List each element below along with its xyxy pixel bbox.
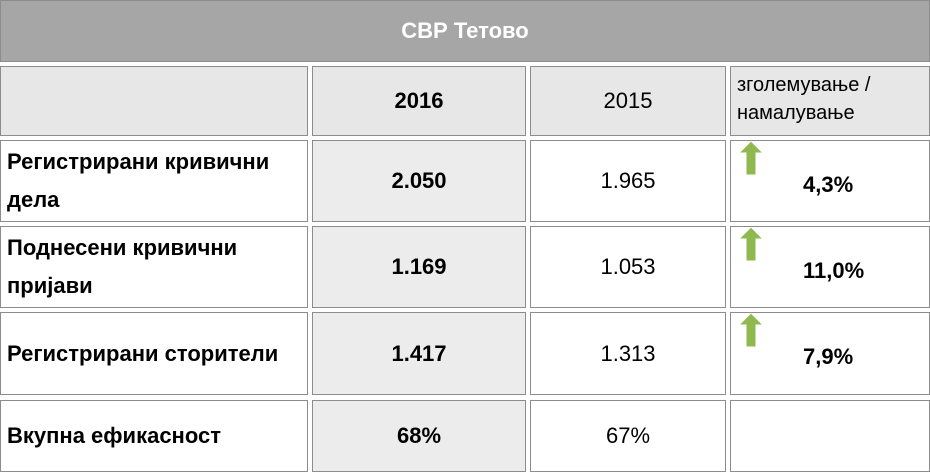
change-cell: 4,3% bbox=[730, 140, 930, 222]
header-cell: зголемување /намалување bbox=[730, 66, 930, 136]
up-arrow-icon bbox=[739, 313, 765, 348]
change-value: 11,0% bbox=[803, 258, 865, 283]
value-2016: 1.417 bbox=[312, 312, 526, 395]
table-title: СВР Тетово bbox=[0, 0, 930, 62]
change-value: 7,9% bbox=[803, 344, 854, 369]
change-value: 4,3% bbox=[803, 172, 854, 197]
value-2015: 1.965 bbox=[530, 140, 726, 222]
value-2015: 1.053 bbox=[530, 226, 726, 308]
row-label: Регистрирани сторители bbox=[0, 312, 308, 395]
up-arrow-icon bbox=[739, 227, 765, 262]
value-2015: 67% bbox=[530, 400, 726, 472]
value-2016: 1.169 bbox=[312, 226, 526, 308]
row-label: Поднесени кривични пријави bbox=[0, 226, 308, 308]
value-2016: 2.050 bbox=[312, 140, 526, 222]
change-cell: 7,9% bbox=[730, 312, 930, 395]
change-cell: 11,0% bbox=[730, 226, 930, 308]
row-label: Вкупна ефикасност bbox=[0, 400, 308, 472]
up-arrow-icon bbox=[739, 141, 765, 176]
value-2015: 1.313 bbox=[530, 312, 726, 395]
value-2016: 68% bbox=[312, 400, 526, 472]
header-cell: 2015 bbox=[530, 66, 726, 136]
row-label: Регистрирани кривични дела bbox=[0, 140, 308, 222]
header-cell bbox=[0, 66, 308, 136]
header-cell: 2016 bbox=[312, 66, 526, 136]
change-cell bbox=[730, 400, 930, 472]
